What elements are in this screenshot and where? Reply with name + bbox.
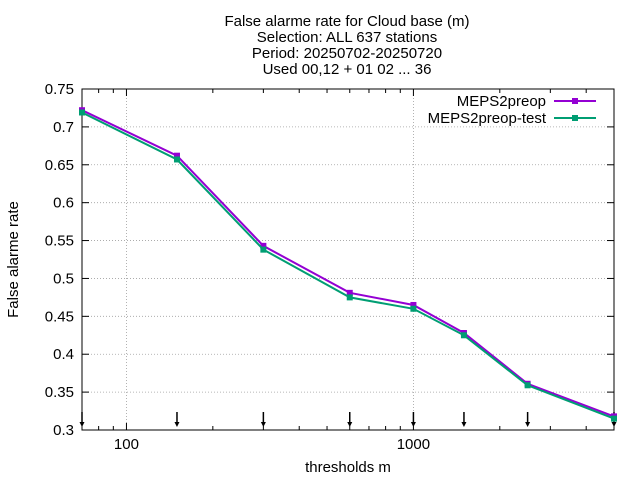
series-line-0	[81, 109, 615, 418]
y-axis-label: False alarme rate	[5, 201, 22, 318]
legend-label: MEPS2preop	[457, 93, 546, 110]
title-line: Period: 20250702-20250720	[252, 45, 442, 62]
x-tick-label: 1000	[397, 436, 430, 453]
series-line-1	[81, 111, 615, 420]
y-axis: 0.3 0.35 0.4 0.45 0.5 0.55 0.6 0.65 0.7 0.75	[45, 81, 614, 439]
y-tick-label: 0.45	[45, 308, 74, 325]
legend-swatch-marker	[572, 115, 578, 121]
threshold-arrow-head	[525, 422, 531, 427]
y-tick-label: 0.35	[45, 384, 74, 401]
series-1-point	[410, 305, 417, 312]
y-tick-label: 0.4	[53, 346, 74, 363]
series-1-point	[524, 382, 531, 389]
series-1-point	[79, 109, 85, 116]
title-line: False alarme rate for Cloud base (m)	[224, 13, 469, 30]
threshold-arrow-head	[410, 422, 416, 427]
y-tick-label: 0.55	[45, 233, 74, 250]
y-tick-label: 0.5	[53, 270, 74, 287]
x-axis-label: thresholds m	[305, 459, 391, 476]
x-tick-label: 100	[114, 436, 139, 453]
y-tick-label: 0.75	[45, 81, 74, 98]
legend-swatch-marker	[572, 98, 578, 104]
threshold-arrow-head	[611, 422, 617, 427]
series-0-point	[346, 289, 353, 296]
chart-title: False alarme rate for Cloud base (m)Sele…	[224, 13, 469, 78]
y-tick-label: 0.6	[53, 195, 74, 212]
threshold-arrow-head	[174, 422, 180, 427]
series-1-point	[460, 332, 467, 339]
series-1-point	[611, 415, 617, 422]
y-tick-label: 0.65	[45, 157, 74, 174]
threshold-markers	[79, 412, 617, 427]
series-1-point	[346, 294, 353, 301]
threshold-arrow-head	[461, 422, 467, 427]
title-line: Used 00,12 + 01 02 ... 36	[263, 61, 432, 78]
y-tick-label: 0.3	[53, 422, 74, 439]
series-1-point	[173, 156, 180, 163]
legend-label: MEPS2preop-test	[428, 110, 547, 127]
title-line: Selection: ALL 637 stations	[257, 29, 437, 46]
grid	[82, 89, 614, 430]
plot-frame	[81, 88, 615, 431]
series-lines	[79, 107, 617, 422]
series-0-point	[260, 242, 267, 249]
threshold-arrow-head	[260, 422, 266, 427]
series-0-point	[410, 301, 417, 308]
threshold-arrow-head	[347, 422, 353, 427]
x-axis: 100 1000	[81, 89, 615, 453]
series-1-point	[260, 246, 267, 253]
threshold-arrow-head	[79, 422, 85, 427]
y-tick-label: 0.7	[53, 119, 74, 136]
series-0-point	[173, 152, 180, 159]
